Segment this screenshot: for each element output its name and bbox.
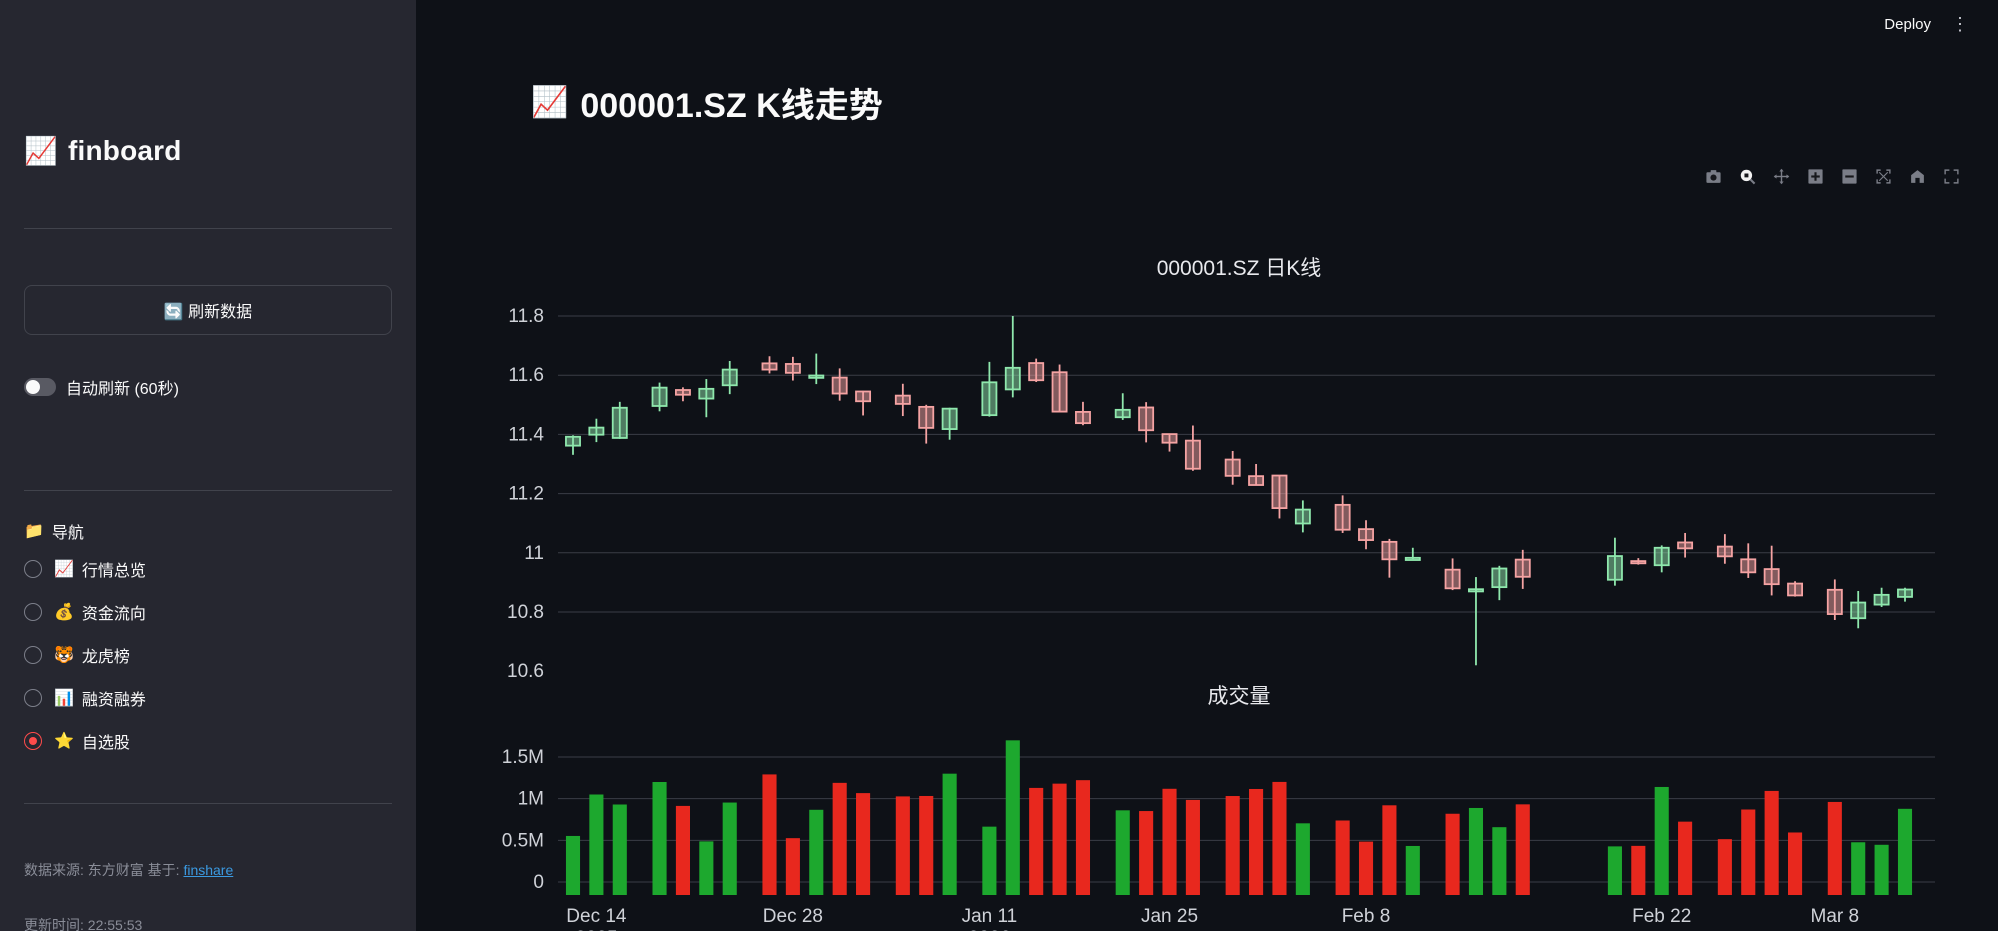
svg-text:10.6: 10.6 — [507, 661, 544, 682]
svg-text:Feb 8: Feb 8 — [1342, 906, 1391, 927]
svg-text:11.6: 11.6 — [508, 365, 544, 386]
svg-text:11.8: 11.8 — [508, 306, 544, 327]
svg-text:10.8: 10.8 — [507, 602, 544, 623]
svg-text:1.5M: 1.5M — [502, 747, 544, 768]
svg-text:Dec 28: Dec 28 — [763, 906, 823, 927]
svg-text:000001.SZ 日K线: 000001.SZ 日K线 — [1157, 257, 1322, 280]
svg-text:Jan 25: Jan 25 — [1141, 906, 1198, 927]
svg-text:Jan 11: Jan 11 — [962, 906, 1018, 927]
svg-text:成交量: 成交量 — [1208, 685, 1271, 708]
svg-text:Mar 8: Mar 8 — [1811, 906, 1860, 927]
svg-text:Feb 22: Feb 22 — [1632, 906, 1691, 927]
svg-text:11: 11 — [524, 543, 544, 564]
svg-text:11.2: 11.2 — [508, 484, 544, 505]
svg-text:0.5M: 0.5M — [502, 830, 544, 851]
svg-text:11.4: 11.4 — [508, 424, 544, 445]
svg-text:1M: 1M — [518, 789, 544, 810]
svg-text:Dec 14: Dec 14 — [566, 906, 627, 927]
svg-text:0: 0 — [533, 872, 544, 893]
